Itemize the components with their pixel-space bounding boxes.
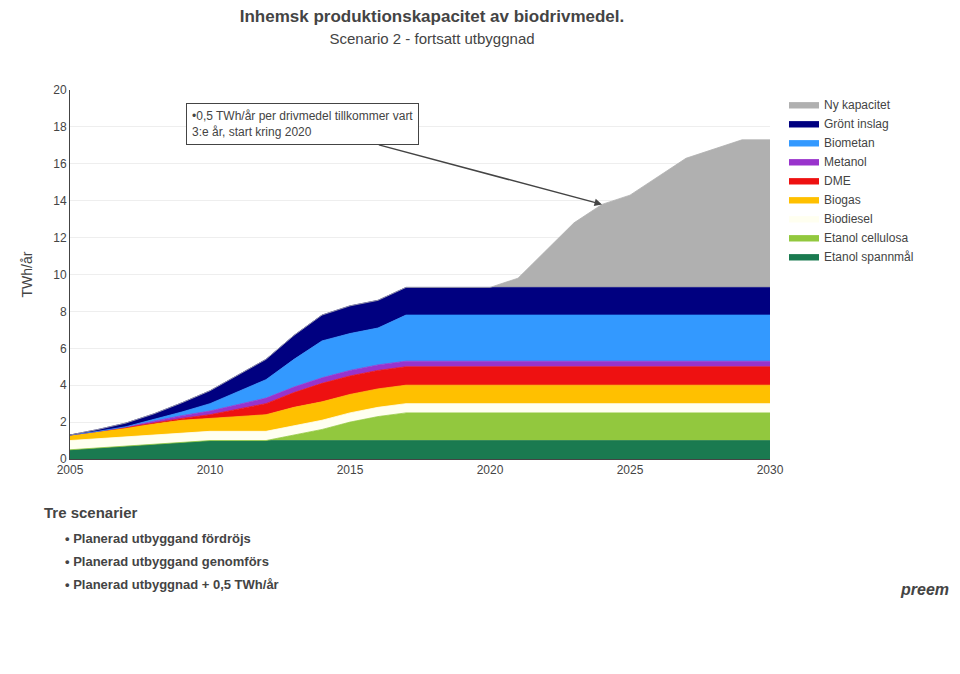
svg-text:• Planerad utbyggand genomförs: • Planerad utbyggand genomförs (65, 554, 269, 569)
svg-text:Tre scenarier: Tre scenarier (44, 504, 138, 521)
svg-text:6: 6 (60, 342, 67, 356)
svg-text:2010: 2010 (197, 463, 224, 477)
svg-text:Metanol: Metanol (824, 155, 867, 169)
svg-text:Etanol cellulosa: Etanol cellulosa (824, 231, 908, 245)
svg-text:Ny kapacitet: Ny kapacitet (824, 98, 891, 112)
svg-text:2005: 2005 (57, 463, 84, 477)
svg-text:10: 10 (53, 268, 67, 282)
svg-text:DME: DME (824, 174, 851, 188)
svg-text:8: 8 (60, 305, 67, 319)
svg-text:20: 20 (53, 83, 67, 97)
svg-text:4: 4 (60, 378, 67, 392)
svg-text:2015: 2015 (337, 463, 364, 477)
svg-text:14: 14 (53, 194, 67, 208)
svg-text:•0,5 TWh/år per drivmedel till: •0,5 TWh/år per drivmedel tillkommer var… (192, 109, 413, 139)
svg-text:Biodiesel: Biodiesel (824, 212, 873, 226)
svg-text:• Planerad utbyggnad + 0,5 TWh: • Planerad utbyggnad + 0,5 TWh/år (65, 577, 279, 592)
svg-text:Biogas: Biogas (824, 193, 861, 207)
svg-text:12: 12 (53, 231, 67, 245)
svg-text:Biometan: Biometan (824, 136, 875, 150)
svg-text:2025: 2025 (617, 463, 644, 477)
svg-text:2: 2 (60, 415, 67, 429)
svg-text:Etanol spannmål: Etanol spannmål (824, 250, 913, 264)
svg-text:0: 0 (60, 452, 67, 466)
svg-text:preem: preem (900, 581, 949, 598)
svg-text:Inhemsk produktionskapacitet a: Inhemsk produktionskapacitet av biodrivm… (240, 7, 625, 47)
svg-text:16: 16 (53, 157, 67, 171)
svg-text:Grönt inslag: Grönt inslag (824, 117, 889, 131)
svg-text:18: 18 (53, 120, 67, 134)
svg-text:2020: 2020 (477, 463, 504, 477)
svg-text:2030: 2030 (757, 463, 784, 477)
svg-text:TWh/år: TWh/år (19, 251, 35, 297)
svg-text:• Planerad utbyggand fördröjs: • Planerad utbyggand fördröjs (65, 531, 251, 546)
